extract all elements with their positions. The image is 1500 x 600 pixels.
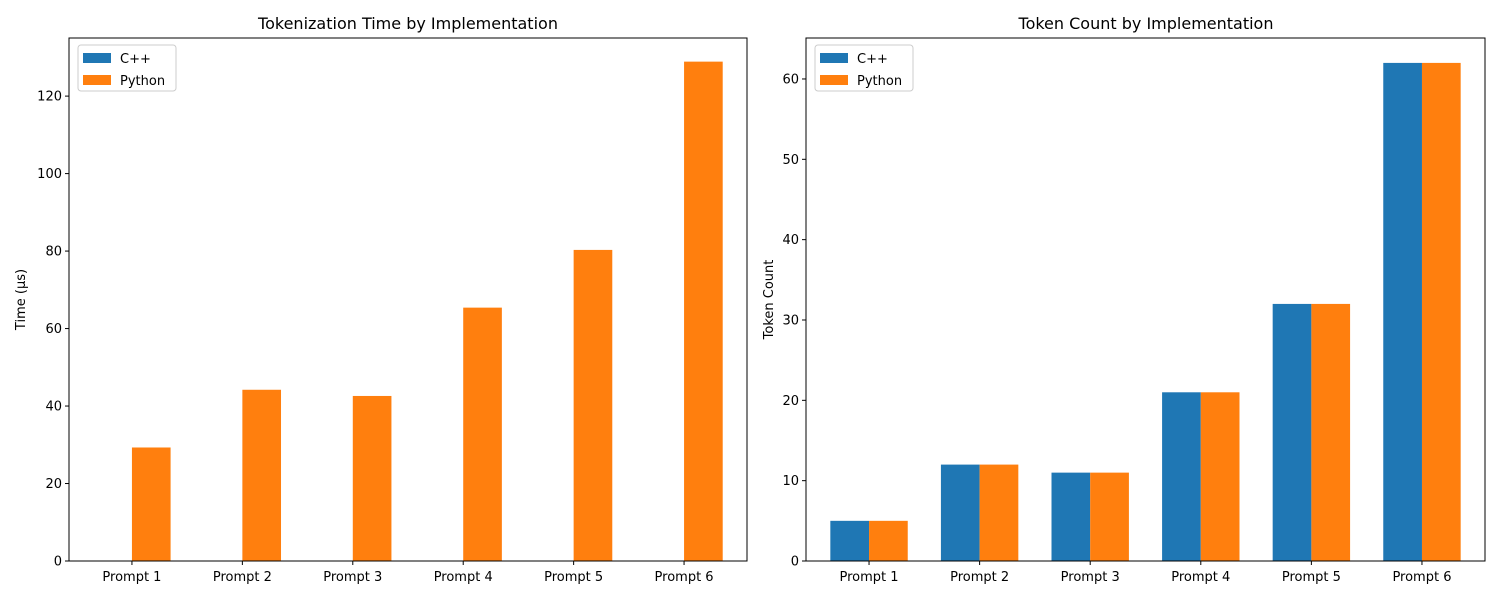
legend: C++ Python	[77, 44, 177, 92]
x-tick-label: Prompt 5	[544, 570, 603, 585]
y-tick-label: 50	[782, 153, 799, 168]
x-tick-label: Prompt 2	[213, 570, 272, 585]
bar-c-2	[940, 464, 980, 561]
bar-c-6	[1383, 62, 1422, 562]
x-tick-label: Prompt 4	[434, 570, 493, 585]
bar-python-5	[573, 249, 613, 561]
x-tick-label: Prompt 1	[840, 570, 899, 585]
y-tick-label: 10	[782, 474, 799, 489]
time-chart-panel: Tokenization Time by Implementation Time…	[14, 14, 748, 585]
x-tick-label: Prompt 5	[1282, 570, 1341, 585]
bar-python-1	[869, 520, 908, 561]
plot-area: 0 20 40 60 80 100 120 Prompt 1 Prompt 2 Prompt 3 P…	[37, 37, 748, 585]
legend-swatch	[83, 53, 111, 63]
x-tick-label: Prompt 1	[102, 570, 161, 585]
y-tick-label: 60	[45, 322, 62, 337]
bar-c-5	[1272, 303, 1312, 561]
x-tick-label: Prompt 3	[1061, 570, 1120, 585]
x-tick-label: Prompt 2	[950, 570, 1009, 585]
legend: C++ Python	[814, 44, 914, 92]
x-tick-label: Prompt 4	[1171, 570, 1230, 585]
bar-python-6	[684, 61, 723, 562]
axes-frame	[805, 37, 1486, 562]
bar-python-6	[1421, 62, 1461, 562]
bar-c-1	[830, 520, 870, 561]
plot-area: 0 10 20 30 40 50 60 Prompt 1 Prompt 2 Prompt 3 Pro…	[782, 37, 1486, 585]
legend-label: C++	[857, 52, 888, 67]
bar-python-5	[1311, 303, 1351, 561]
legend-swatch	[83, 75, 111, 85]
bar-python-3	[1090, 472, 1129, 561]
bar-python-3	[352, 395, 392, 561]
bar-python-1	[131, 447, 171, 561]
y-tick-label: 40	[45, 400, 62, 415]
y-axis-label: Token Count	[762, 260, 777, 341]
x-tick-label: Prompt 6	[655, 570, 714, 585]
y-tick-label: 0	[54, 555, 62, 570]
y-axis-label: Time (µs)	[14, 269, 29, 331]
y-tick-label: 20	[782, 394, 799, 409]
bar-c-4	[1162, 392, 1201, 561]
bar-c-3	[1051, 472, 1091, 561]
x-tick-label: Prompt 6	[1392, 570, 1451, 585]
token-chart-panel: Token Count by Implementation Token Coun…	[762, 14, 1486, 585]
legend-swatch	[820, 75, 848, 85]
legend-swatch	[820, 53, 848, 63]
legend-label: C++	[120, 52, 151, 67]
y-tick-label: 0	[791, 555, 799, 570]
y-tick-label: 80	[45, 245, 62, 260]
bar-python-2	[242, 389, 282, 561]
y-tick-label: 30	[782, 313, 799, 328]
bar-python-4	[463, 307, 502, 561]
axes-frame	[68, 37, 748, 562]
bar-python-2	[979, 464, 1019, 561]
chart-title: Token Count by Implementation	[1018, 14, 1274, 33]
legend-label: Python	[857, 74, 902, 89]
y-tick-label: 100	[37, 167, 62, 182]
legend-label: Python	[120, 74, 165, 89]
x-tick-label: Prompt 3	[323, 570, 382, 585]
chart-title: Tokenization Time by Implementation	[257, 14, 558, 33]
y-tick-label: 60	[782, 72, 799, 87]
bar-python-4	[1200, 392, 1240, 561]
y-tick-label: 20	[45, 477, 62, 492]
y-tick-label: 120	[37, 90, 62, 105]
y-tick-label: 40	[782, 233, 799, 248]
